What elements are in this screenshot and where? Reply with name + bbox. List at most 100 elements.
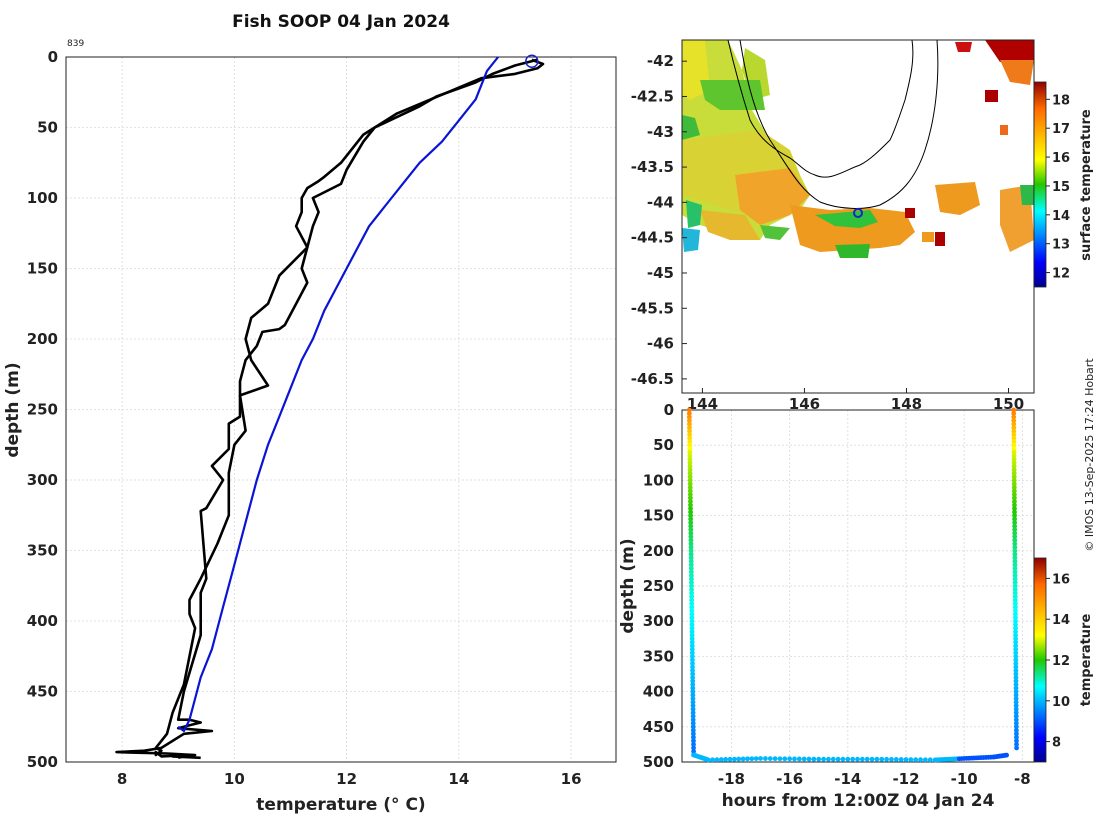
descent-point [691, 738, 696, 744]
ascent-point [1013, 682, 1019, 687]
ascent-point [1013, 710, 1019, 716]
coastline [727, 39, 939, 209]
bottom-track-point [782, 756, 788, 762]
profile-id: 839 [67, 39, 84, 49]
temperature-colorbar-tick-label: 14 [1052, 613, 1070, 628]
track-y-tick-label: 300 [643, 612, 674, 630]
descent-point [688, 530, 694, 536]
descent-point [688, 506, 693, 511]
descent-point [689, 615, 695, 621]
map-y-tick-label: -44.5 [631, 229, 674, 247]
bottom-track-point [731, 756, 737, 762]
descent-point [690, 668, 695, 673]
descent-point [688, 502, 693, 508]
descent-point [690, 664, 695, 670]
descent-point [689, 608, 695, 614]
ascent-point [1013, 689, 1019, 694]
descent-point [688, 551, 694, 557]
ascent-point [1013, 661, 1019, 666]
bottom-track-point [850, 756, 856, 762]
descent-point [690, 692, 696, 698]
profile-x-tick-label: 16 [561, 770, 582, 788]
track-x-axis-label: hours from 12:00Z 04 Jan 24 [722, 791, 995, 811]
bottom-track-point [918, 757, 923, 763]
bottom-track-point [796, 756, 802, 762]
ascent-point [1012, 558, 1018, 564]
ascent-point [1012, 516, 1017, 522]
track-y-tick-label: 450 [643, 718, 674, 736]
ascent-point [1012, 608, 1018, 614]
ascent-point [1013, 622, 1018, 628]
track-x-tick-label: -18 [718, 770, 745, 788]
credit-text: © IMOS 13-Sep-2025 17:24 Hobart [1083, 358, 1096, 552]
descent-point [687, 488, 693, 494]
descent-point [690, 731, 696, 737]
descent-point [690, 657, 695, 663]
map-x-tick-label: 146 [789, 395, 820, 413]
bottom-track-point [922, 757, 928, 763]
descent-point [688, 520, 694, 526]
profile-y-tick-label: 400 [27, 612, 58, 630]
map-x-tick-label: 144 [687, 395, 718, 413]
descent-point [686, 414, 692, 420]
descent-point [690, 710, 696, 716]
descent-point [687, 442, 693, 448]
descent-point [688, 499, 693, 504]
ascent-point [1011, 460, 1017, 466]
descent-point [691, 742, 696, 747]
descent-point [689, 594, 695, 599]
track-x-tick-label: -16 [776, 770, 803, 788]
ascent-point [1011, 485, 1017, 490]
descent-point [689, 629, 695, 635]
descent-point [690, 685, 696, 691]
ascent-point [1011, 421, 1017, 427]
ascent-point [1013, 703, 1019, 709]
ascent-point [1013, 696, 1019, 702]
descent-point [690, 724, 696, 730]
ascent-point [1012, 530, 1018, 536]
ascent-point [1012, 544, 1018, 550]
sst-map-chart: -42 -42.5 -43 -43.5 -44 -44.5 -45 -45.5 -46 -46.5… [631, 39, 1094, 413]
track-x-tick-label: -10 [951, 770, 978, 788]
map-y-tick-label: -44 [647, 193, 674, 211]
map-y-tick-label: -43.5 [631, 158, 674, 176]
ascent-point [1011, 456, 1017, 462]
ascent-point [1011, 442, 1017, 448]
descent-point [689, 618, 695, 624]
ascent-point [1011, 418, 1017, 423]
descent-point [687, 460, 693, 466]
descent-point [690, 727, 696, 733]
descent-point [687, 428, 692, 434]
sst-colorbar [1033, 81, 1047, 288]
descent-point [689, 587, 694, 592]
bottom-track-point [869, 756, 875, 762]
ascent-point [1011, 470, 1017, 476]
descent-point [689, 590, 694, 596]
ascent-point [1012, 604, 1018, 610]
sst-colorbar-tick-label: 18 [1052, 93, 1070, 108]
bottom-track-point [845, 756, 851, 762]
descent-point [687, 425, 692, 430]
bottom-track-point [821, 756, 826, 762]
sst-colorbar-tick-label: 16 [1052, 151, 1070, 166]
profile-x-tick-label: 14 [448, 770, 469, 788]
bottom-track-point [1004, 752, 1010, 758]
descent-point [691, 745, 696, 751]
figure-title: Fish SOOP 04 Jan 2024 [232, 12, 450, 32]
descent-point [690, 675, 696, 680]
profile-y-tick-label: 500 [27, 753, 58, 771]
descent-point [688, 555, 694, 561]
map-y-tick-label: -45 [647, 264, 674, 282]
ascent-point [1012, 506, 1017, 511]
ascent-point [1013, 668, 1019, 673]
profile-y-tick-label: 100 [27, 189, 58, 207]
profile-y-tick-label: 0 [48, 48, 58, 66]
ascent-point [1011, 432, 1017, 438]
ascent-point [1012, 551, 1018, 557]
ascent-point [1011, 425, 1017, 430]
descent-point [690, 661, 695, 666]
ascent-point [1014, 734, 1019, 740]
bottom-track-point [874, 756, 880, 762]
bottom-track-point [740, 756, 746, 762]
